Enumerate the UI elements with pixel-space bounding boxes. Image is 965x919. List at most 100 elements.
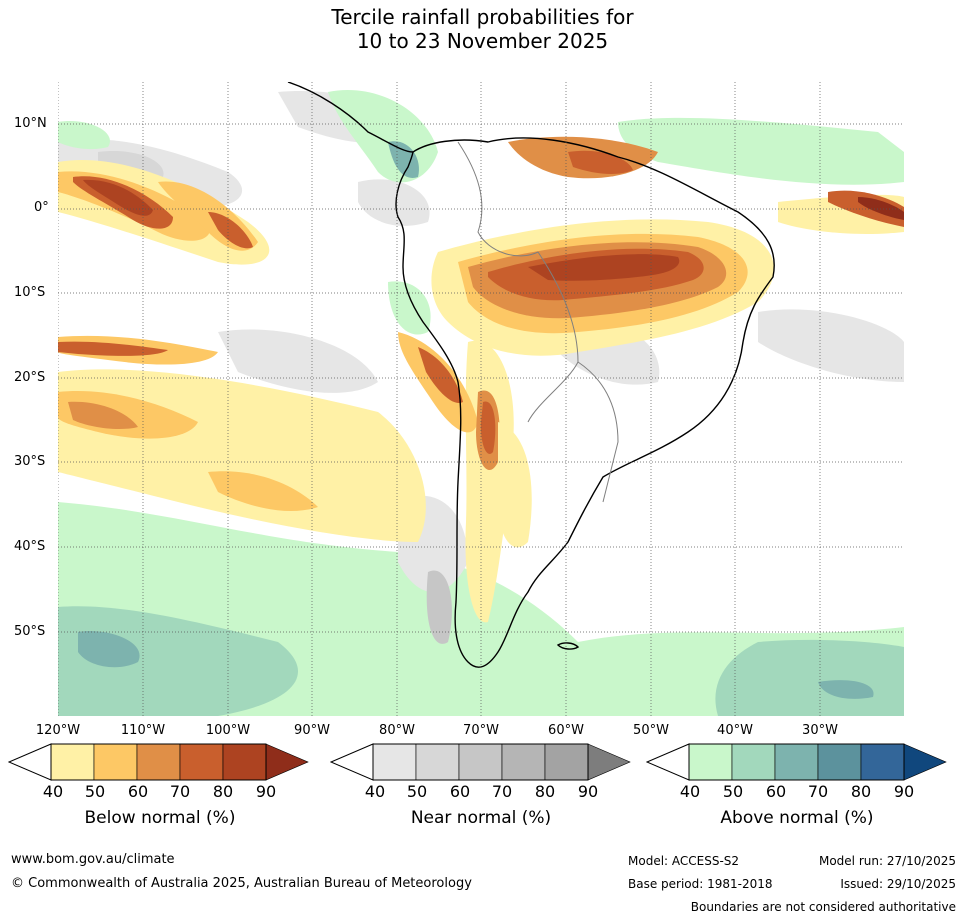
near-colorbar-segment-4 xyxy=(501,743,546,781)
above-normal-se-strong xyxy=(715,639,904,716)
above-colorbar-frame xyxy=(688,743,905,781)
above-colorbar-high-triangle xyxy=(903,743,947,781)
near-normal-patch-4 xyxy=(218,329,378,393)
website-link[interactable]: www.bom.gov.au/climate xyxy=(11,852,175,867)
above-colorbar-segment-1 xyxy=(688,743,733,781)
below-colorbar-segment-1 xyxy=(50,743,95,781)
near-normal-colorbar xyxy=(330,743,631,781)
below-tick-80: 80 xyxy=(212,782,234,801)
below-tick-40: 40 xyxy=(42,782,64,801)
below-normal-chile-core xyxy=(480,401,496,454)
lon-label-110w: 110°W xyxy=(120,723,166,738)
below-normal-pacific-core-3 xyxy=(58,341,168,356)
above-normal-atlantic-north xyxy=(618,117,904,185)
below-colorbar-frame xyxy=(50,743,267,781)
above-colorbar-segment-4 xyxy=(817,743,862,781)
lon-label-70w: 70°W xyxy=(463,723,499,738)
near-tick-40: 40 xyxy=(364,782,386,801)
lon-label-30w: 30°W xyxy=(802,723,838,738)
above-normal-southern-strong xyxy=(58,606,298,716)
above-normal-peru-coast xyxy=(388,281,431,335)
above-tick-60: 60 xyxy=(765,782,787,801)
below-normal-argentina-west xyxy=(497,422,532,548)
near-tick-50: 50 xyxy=(406,782,428,801)
above-normal-colorbar xyxy=(646,743,947,781)
below-colorbar-high-triangle xyxy=(265,743,309,781)
south-america-coastline xyxy=(395,137,775,668)
above-normal-patch-1 xyxy=(78,631,140,668)
near-colorbar-frame xyxy=(372,743,589,781)
disclaimer-text: Boundaries are not considered authoritat… xyxy=(690,900,956,914)
above-tick-80: 80 xyxy=(850,782,872,801)
below-normal-pacific-core-2 xyxy=(208,212,253,249)
above-normal-colombia-strong xyxy=(388,141,419,178)
near-colorbar-segment-3 xyxy=(458,743,503,781)
lat-label-30s: 30°S xyxy=(14,454,46,469)
below-normal-peru-core xyxy=(418,347,463,403)
lat-label-20s: 20°S xyxy=(14,370,46,385)
below-tick-70: 70 xyxy=(169,782,191,801)
near-colorbar-high-triangle xyxy=(587,743,631,781)
country-borders xyxy=(457,141,619,503)
below-colorbar-segment-3 xyxy=(136,743,181,781)
probability-patches xyxy=(58,90,904,716)
below-normal-se-pacific-mid xyxy=(58,391,198,439)
lat-label-10n: 10°N xyxy=(14,116,47,131)
border-line-1 xyxy=(457,141,539,257)
below-colorbar-segment-5 xyxy=(222,743,267,781)
near-tick-70: 70 xyxy=(491,782,513,801)
below-normal-patch-mid-pacific xyxy=(208,471,318,512)
copyright-text: © Commonwealth of Australia 2025, Austra… xyxy=(11,876,472,891)
model-run-text: Model run: 27/10/2025 xyxy=(818,854,956,868)
base-period-text: Base period: 1981-2018 xyxy=(628,877,773,891)
lon-label-90w: 90°W xyxy=(294,723,330,738)
lon-label-100w: 100°W xyxy=(205,723,251,738)
below-tick-60: 60 xyxy=(127,782,149,801)
above-colorbar-low-triangle xyxy=(646,743,690,781)
above-tick-90: 90 xyxy=(893,782,915,801)
near-colorbar-segment-1 xyxy=(372,743,417,781)
above-normal-patch-2 xyxy=(818,680,874,699)
rainfall-probability-map xyxy=(58,82,904,716)
above-colorbar-segment-2 xyxy=(731,743,776,781)
falkland-islands xyxy=(556,642,580,650)
lon-label-80w: 80°W xyxy=(379,723,415,738)
near-tick-90: 90 xyxy=(577,782,599,801)
map-title: Tercile rainfall probabilities for 10 to… xyxy=(0,5,965,53)
above-tick-40: 40 xyxy=(679,782,701,801)
near-tick-80: 80 xyxy=(534,782,556,801)
lon-label-50w: 50°W xyxy=(633,723,669,738)
issued-text: Issued: 29/10/2025 xyxy=(840,877,956,891)
above-tick-50: 50 xyxy=(722,782,744,801)
below-normal-label: Below normal (%) xyxy=(84,808,236,828)
model-text: Model: ACCESS-S2 xyxy=(628,854,740,868)
below-normal-se-pacific-strong xyxy=(68,401,138,430)
below-colorbar-segment-2 xyxy=(93,743,138,781)
lat-label-0: 0° xyxy=(34,200,49,215)
below-normal-venezuela-core xyxy=(568,150,633,174)
below-normal-atlantic-east-extreme xyxy=(858,197,904,220)
lat-label-40s: 40°S xyxy=(14,539,46,554)
near-normal-label: Near normal (%) xyxy=(410,808,552,828)
below-colorbar-low-triangle xyxy=(8,743,52,781)
lon-label-60w: 60°W xyxy=(548,723,584,738)
near-colorbar-low-triangle xyxy=(330,743,374,781)
above-normal-west-patch xyxy=(58,121,110,150)
near-normal-patch-9 xyxy=(358,179,430,226)
border-line-3 xyxy=(577,361,619,503)
below-tick-50: 50 xyxy=(84,782,106,801)
above-colorbar-segment-3 xyxy=(774,743,819,781)
below-normal-pacific-core-1-strong xyxy=(83,179,153,216)
above-tick-70: 70 xyxy=(807,782,829,801)
lon-label-120w: 120°W xyxy=(35,723,81,738)
below-tick-90: 90 xyxy=(255,782,277,801)
near-normal-patch-7 xyxy=(426,570,452,644)
border-line-2 xyxy=(527,251,579,423)
lat-label-10s: 10°S xyxy=(14,285,46,300)
title-line-1: Tercile rainfall probabilities for xyxy=(331,5,634,29)
near-colorbar-segment-5 xyxy=(544,743,589,781)
lon-label-40w: 40°W xyxy=(717,723,753,738)
title-line-2: 10 to 23 November 2025 xyxy=(356,29,609,53)
lat-label-50s: 50°S xyxy=(14,624,46,639)
graticule xyxy=(58,82,904,716)
